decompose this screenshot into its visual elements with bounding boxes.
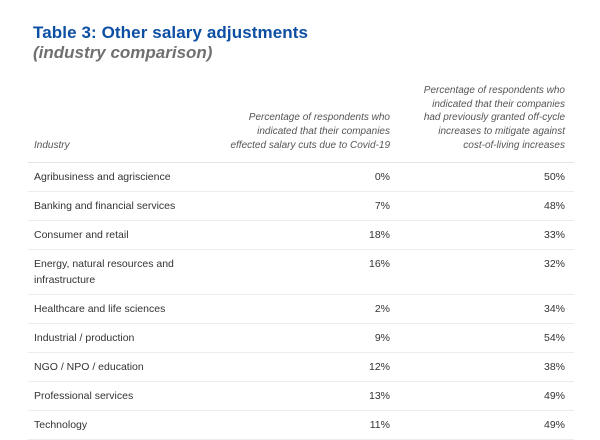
cell-salary-cuts: 11% <box>220 410 393 440</box>
cell-off-cycle: 54% <box>393 323 574 353</box>
table-row: Professional services 13% 49% <box>28 381 574 411</box>
cell-off-cycle: 48% <box>393 191 574 221</box>
cell-industry: Consumer and retail <box>28 220 220 250</box>
header-salary-cuts: Percentage of respondents who indicated … <box>220 84 393 163</box>
cell-industry: Agribusiness and agriscience <box>28 162 220 192</box>
cell-off-cycle: 34% <box>393 294 574 324</box>
cell-off-cycle: 33% <box>393 220 574 250</box>
cell-off-cycle: 32% <box>393 249 574 295</box>
table-row: Healthcare and life sciences 2% 34% <box>28 294 574 324</box>
table-row: Banking and financial services 7% 48% <box>28 191 574 221</box>
cell-off-cycle: 49% <box>393 381 574 411</box>
cell-industry: NGO / NPO / education <box>28 352 220 382</box>
cell-salary-cuts: 7% <box>220 191 393 221</box>
cell-off-cycle: 50% <box>393 162 574 192</box>
cell-salary-cuts: 18% <box>220 220 393 250</box>
cell-industry: Banking and financial services <box>28 191 220 221</box>
cell-industry: Healthcare and life sciences <box>28 294 220 324</box>
cell-industry: Energy, natural resources and infrastruc… <box>28 249 220 295</box>
table-row: NGO / NPO / education 12% 38% <box>28 352 574 382</box>
cell-industry: Professional services <box>28 381 220 411</box>
table-subtitle: (industry comparison) <box>33 43 213 62</box>
table-row: Consumer and retail 18% 33% <box>28 220 574 250</box>
salary-adjustments-table: Industry Percentage of respondents who i… <box>28 84 574 440</box>
cell-industry: Industrial / production <box>28 323 220 353</box>
cell-salary-cuts: 9% <box>220 323 393 353</box>
table-row: Technology 11% 49% <box>28 410 574 440</box>
table-title: Table 3: Other salary adjustments <box>33 23 309 42</box>
cell-salary-cuts: 13% <box>220 381 393 411</box>
table-row: Energy, natural resources and infrastruc… <box>28 249 574 295</box>
cell-salary-cuts: 16% <box>220 249 393 295</box>
table-row: Agribusiness and agriscience 0% 50% <box>28 162 574 192</box>
table-header-row: Industry Percentage of respondents who i… <box>28 84 574 163</box>
cell-salary-cuts: 0% <box>220 162 393 192</box>
cell-salary-cuts: 12% <box>220 352 393 382</box>
header-industry: Industry <box>28 84 220 163</box>
table-row: Industrial / production 9% 54% <box>28 323 574 353</box>
cell-off-cycle: 49% <box>393 410 574 440</box>
cell-industry: Technology <box>28 410 220 440</box>
cell-salary-cuts: 2% <box>220 294 393 324</box>
cell-off-cycle: 38% <box>393 352 574 382</box>
header-off-cycle: Percentage of respondents who indicated … <box>393 84 574 163</box>
